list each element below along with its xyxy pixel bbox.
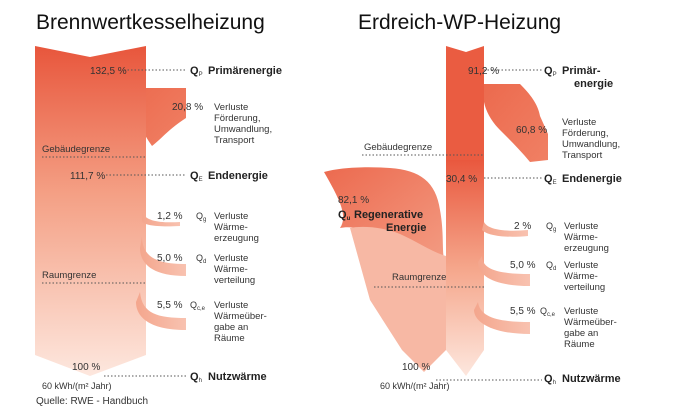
right-main-flow — [446, 160, 484, 376]
left-loss-conv-pct: 20,8 % — [172, 102, 203, 113]
right-useful-pct: 100 % — [402, 362, 430, 373]
right-q-d-symbol: Qd — [546, 260, 556, 272]
right-primary-flow — [446, 46, 484, 162]
right-loss-trans-pct: 5,5 % — [510, 306, 536, 317]
right-regenerative-flow — [324, 167, 444, 260]
left-loss-transfer-flow — [136, 292, 186, 330]
left-primary-pct: 132,5 % — [90, 66, 127, 77]
left-loss-distribution-flow — [140, 236, 186, 276]
left-q-ce-symbol: Qc,e — [190, 300, 206, 312]
right-q-end-symbol: QE — [544, 173, 557, 186]
left-q-h-symbol: Qh — [190, 371, 202, 384]
left-q-end-symbol: QE — [190, 170, 203, 183]
left-sankey: 132,5 % QP Primärenergie 20,8 % Verluste… — [35, 46, 282, 391]
right-raumgrenze: Raumgrenze — [392, 272, 446, 283]
right-loss-dist-text: Verluste Wärme- verteilung — [564, 260, 605, 293]
right-gebaeudegrenze: Gebäudegrenze — [364, 142, 432, 153]
right-loss-conv-text: Verluste Förderung, Umwandlung, Transpor… — [562, 117, 623, 161]
left-dotted-lines — [42, 69, 186, 377]
right-dotted-lines — [362, 69, 542, 381]
left-loss-conv-text: Verluste Förderung, Umwandlung, Transpor… — [214, 102, 275, 146]
right-useful-kwh: 60 kWh/(m² Jahr) — [380, 381, 450, 391]
left-main-flow — [35, 46, 146, 376]
left-loss-gen-text: Verluste Wärme- erzeugung — [214, 211, 259, 244]
left-loss-dist-text: Verluste Wärme- verteilung — [214, 253, 255, 286]
right-merged-flow — [350, 226, 446, 372]
left-end-label: Endenergie — [208, 170, 268, 182]
right-primary-pct: 91,2 % — [468, 66, 499, 77]
left-loss-dist-pct: 5,0 % — [157, 253, 183, 264]
right-q-h-symbol: Qh — [544, 373, 556, 386]
right-title: Erdreich-WP-Heizung — [358, 11, 561, 34]
left-end-pct: 111,7 % — [70, 171, 105, 182]
right-regen-label: Regenerative Energie — [354, 209, 426, 234]
left-q-primary-symbol: QP — [190, 65, 203, 78]
right-loss-conv-pct: 60,8 % — [516, 125, 547, 136]
right-loss-generation-flow — [482, 222, 528, 237]
left-loss-trans-text: Verluste Wärmeüber- gabe an Räume — [214, 300, 269, 344]
left-useful-kwh: 60 kWh/(m² Jahr) — [42, 381, 112, 391]
right-loss-trans-text: Verluste Wärmeüber- gabe an Räume — [564, 306, 619, 350]
right-end-label: Endenergie — [562, 173, 622, 185]
right-q-ce-symbol: Qc,e — [540, 306, 556, 318]
right-q-primary-symbol: QP — [544, 65, 557, 78]
left-useful-label: Nutzwärme — [208, 371, 267, 383]
left-useful-pct: 100 % — [72, 362, 100, 373]
right-primary-label: Primär- energie — [562, 65, 613, 90]
right-loss-distribution-flow — [478, 256, 530, 286]
source-credit: Quelle: RWE - Handbuch — [36, 396, 148, 407]
right-regen-pct: 82,1 % — [338, 195, 369, 206]
right-loss-gen-pct: 2 % — [514, 221, 531, 232]
right-sankey: 91,2 % QP Primär- energie 60,8 % Verlust… — [324, 46, 623, 391]
right-loss-dist-pct: 5,0 % — [510, 260, 536, 271]
left-loss-generation-flow — [142, 212, 180, 227]
left-q-g-symbol: Qg — [196, 211, 206, 223]
right-loss-transfer-flow — [474, 302, 530, 334]
left-loss-trans-pct: 5,5 % — [157, 300, 183, 311]
left-primary-label: Primärenergie — [208, 65, 282, 77]
right-q-g-symbol: Qg — [546, 221, 556, 233]
right-loss-conversion-flow — [484, 84, 548, 162]
right-end-pct: 30,4 % — [446, 174, 477, 185]
right-useful-label: Nutzwärme — [562, 373, 621, 385]
right-loss-gen-text: Verluste Wärme- erzeugung — [564, 221, 609, 254]
left-title: Brennwertkesselheizung — [36, 11, 265, 34]
left-loss-gen-pct: 1,2 % — [157, 211, 183, 222]
left-gebaeudegrenze: Gebäudegrenze — [42, 144, 110, 155]
left-raumgrenze: Raumgrenze — [42, 270, 96, 281]
left-q-d-symbol: Qd — [196, 253, 206, 265]
